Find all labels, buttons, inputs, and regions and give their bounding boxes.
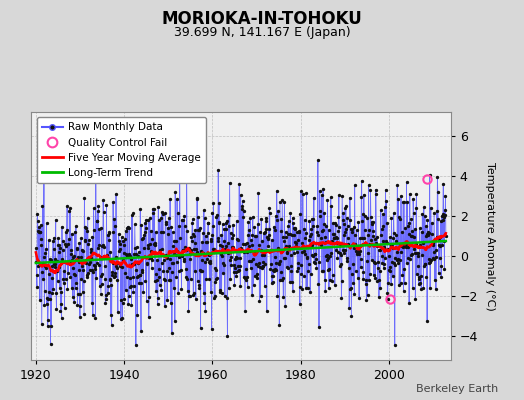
Text: 39.699 N, 141.167 E (Japan): 39.699 N, 141.167 E (Japan) [173, 26, 351, 39]
Text: Berkeley Earth: Berkeley Earth [416, 384, 498, 394]
Text: MORIOKA-IN-TOHOKU: MORIOKA-IN-TOHOKU [161, 10, 363, 28]
Legend: Raw Monthly Data, Quality Control Fail, Five Year Moving Average, Long-Term Tren: Raw Monthly Data, Quality Control Fail, … [37, 117, 206, 183]
Y-axis label: Temperature Anomaly (°C): Temperature Anomaly (°C) [485, 162, 495, 310]
